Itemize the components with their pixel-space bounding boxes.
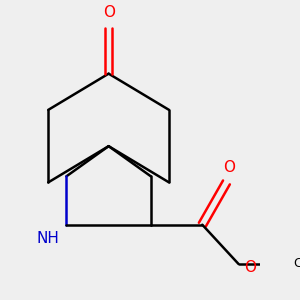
Text: O: O bbox=[224, 160, 236, 175]
Text: NH: NH bbox=[36, 231, 59, 246]
Text: CH₃: CH₃ bbox=[293, 257, 300, 271]
Text: O: O bbox=[103, 5, 115, 20]
Text: O: O bbox=[244, 260, 256, 274]
